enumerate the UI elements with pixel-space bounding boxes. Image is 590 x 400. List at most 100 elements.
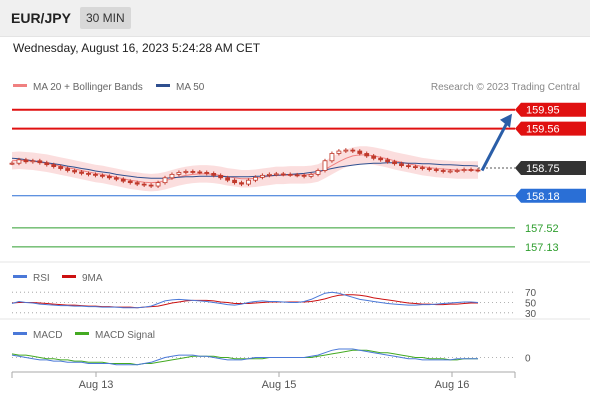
level-label: 159.95	[526, 105, 560, 117]
candle-body	[79, 171, 84, 174]
candle-body	[58, 166, 64, 169]
candle-body	[280, 173, 286, 176]
candle-body	[336, 150, 342, 154]
forecast-arrow	[480, 122, 509, 172]
ma50-line	[11, 157, 479, 179]
candle-body	[468, 169, 474, 171]
candle-body	[141, 183, 147, 186]
candle-body	[155, 182, 161, 187]
legend-label: 9MA	[82, 273, 103, 284]
candle-body	[406, 165, 411, 168]
level-tag	[515, 188, 586, 203]
candle-body	[120, 178, 126, 182]
candle-body	[266, 173, 272, 176]
candle-body	[461, 169, 467, 171]
candle-body	[287, 173, 293, 176]
candle-body	[65, 168, 71, 171]
rsi-line	[11, 291, 479, 309]
level-tag	[515, 121, 586, 136]
x-tick-label: Aug 15	[262, 379, 297, 391]
candle-body	[169, 173, 175, 179]
forecast-arrowhead	[500, 113, 512, 128]
x-tick-label: Aug 16	[435, 379, 470, 391]
legend-swatch	[156, 84, 170, 87]
candle-body	[253, 176, 258, 181]
level-tag	[515, 161, 586, 176]
candle-body	[246, 179, 251, 185]
candle-body	[134, 182, 140, 185]
candle-body	[378, 157, 384, 161]
candle-body	[190, 171, 196, 173]
x-tick-label: Aug 13	[79, 379, 114, 391]
candle-body	[9, 162, 15, 165]
level-label: 158.18	[526, 191, 560, 203]
rsi-tick-label: 50	[525, 299, 537, 310]
candle-body	[315, 170, 321, 175]
level-label: 158.75	[526, 163, 560, 175]
level-label: 157.13	[525, 242, 559, 254]
candle-body	[86, 173, 91, 175]
candle-body	[51, 164, 57, 168]
candle-body	[16, 159, 22, 164]
legend-label: RSI	[33, 273, 50, 284]
candle-body	[392, 161, 397, 165]
candle-body	[232, 179, 237, 184]
candle-body	[113, 177, 119, 180]
legend-swatch	[13, 84, 27, 87]
copyright-text: Research © 2023 Trading Central	[431, 82, 580, 93]
candle-body	[100, 174, 105, 177]
currency-pair: EUR/JPY	[11, 10, 71, 26]
candle-body	[218, 174, 224, 179]
candle-body	[23, 159, 29, 163]
level-tag	[515, 102, 586, 117]
rsi-tick-label: 70	[525, 288, 537, 299]
candle-body	[30, 160, 36, 163]
legend-label: MA 50	[176, 82, 205, 93]
timestamp: Wednesday, August 16, 2023 5:24:28 AM CE…	[13, 41, 261, 55]
header-bar: EUR/JPY 30 MIN	[0, 0, 590, 37]
candle-body	[447, 170, 453, 173]
candle-body	[322, 160, 328, 171]
candle-body	[93, 173, 98, 176]
legend-swatch	[75, 332, 89, 335]
candle-body	[357, 150, 363, 154]
macd-signal-line	[11, 349, 478, 366]
candle-body	[225, 177, 231, 181]
candle-body	[350, 149, 356, 152]
candle-body	[162, 177, 168, 184]
candle-body	[426, 168, 432, 170]
legend-label: MACD	[33, 330, 62, 341]
candle-body	[148, 184, 154, 187]
candle-body	[259, 174, 265, 178]
candle-body	[204, 172, 210, 174]
candle-body	[433, 169, 439, 171]
candle-body	[273, 173, 279, 176]
legend-label: MACD Signal	[95, 330, 155, 341]
candle-body	[385, 159, 390, 163]
candle-body	[239, 182, 244, 185]
candle-body	[475, 169, 481, 172]
candle-body	[211, 173, 217, 176]
candle-body	[106, 175, 112, 179]
candle-body	[72, 170, 77, 173]
candle-body	[301, 174, 307, 177]
macd-line	[11, 348, 478, 366]
candle-body	[371, 155, 377, 159]
candle-body	[294, 174, 300, 177]
candle-body	[364, 153, 370, 157]
candle-body	[419, 167, 425, 169]
candle-body	[329, 153, 335, 162]
candle-body	[44, 162, 50, 166]
level-label: 157.52	[525, 223, 559, 235]
candle-body	[399, 163, 404, 167]
level-label: 159.56	[526, 124, 560, 136]
candle-body	[440, 170, 446, 172]
ma20-line	[11, 154, 478, 184]
legend-swatch	[13, 332, 27, 335]
candle-body	[343, 149, 349, 152]
candle-body	[454, 170, 460, 172]
candle-body	[183, 171, 189, 173]
candle-body	[127, 180, 133, 184]
timeframe-button[interactable]: 30 MIN	[80, 7, 131, 29]
